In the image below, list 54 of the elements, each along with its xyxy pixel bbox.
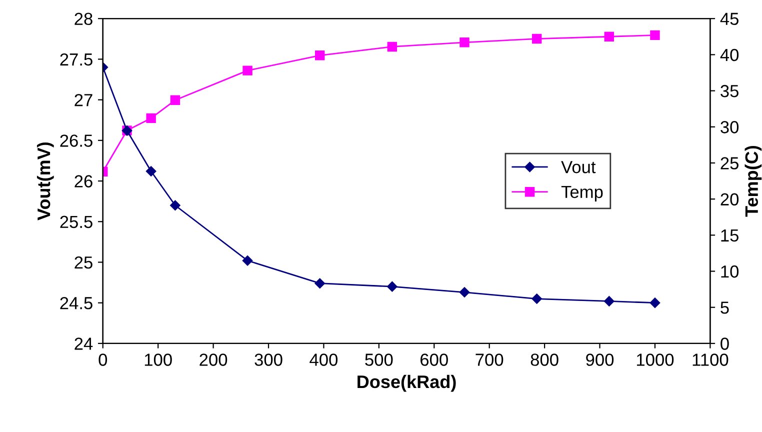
point (460, 38, 470, 48)
y-axis-title: Vout(mV) (36, 142, 54, 220)
point (170, 95, 180, 106)
y-tick-label: 26.5 (60, 134, 92, 147)
point (387, 281, 398, 292)
x-tick-label: 100 (144, 354, 172, 366)
point (146, 166, 156, 176)
point (314, 278, 325, 288)
x-tick-label: 700 (476, 354, 504, 366)
y2-tick-label: 45 (720, 12, 738, 26)
point (170, 200, 180, 210)
x-axis-title: Dose(kRad) (358, 374, 456, 392)
y2-tick-label: 30 (720, 121, 739, 134)
y2-axis-title: Temp(C) (744, 146, 762, 217)
x-tick-label: 400 (310, 354, 338, 366)
y2-tick-label: 20 (720, 193, 739, 206)
y2-tick-label: 35 (720, 84, 738, 98)
x-tick-label: 500 (365, 354, 393, 366)
point (242, 255, 253, 266)
point (242, 66, 252, 76)
point (532, 294, 542, 304)
y-tick-label: 27 (74, 94, 92, 106)
y2-tick-label: 15 (721, 230, 738, 242)
y-tick-label: 27.5 (60, 53, 92, 66)
y-tick-label: 28 (74, 12, 92, 26)
x-tick-label: 800 (530, 354, 558, 366)
legend-label: Vout (561, 161, 596, 174)
point (532, 34, 542, 44)
point (314, 50, 325, 60)
y2-tick-label: 5 (720, 302, 729, 314)
x-tick-label: 900 (586, 354, 614, 366)
x-tick-label: 200 (200, 354, 228, 366)
legend-label: Temp (561, 186, 603, 202)
point (604, 296, 614, 306)
x-tick-label: 300 (254, 354, 282, 366)
point (650, 30, 660, 40)
x-tick-label: 1000 (636, 354, 674, 366)
point (146, 113, 156, 124)
x-tick-label: 0 (98, 354, 108, 366)
y2-tick-label: 10 (721, 265, 739, 278)
point (387, 42, 398, 52)
y-tick-label: 25 (74, 256, 92, 269)
point (604, 32, 614, 42)
point (650, 298, 660, 308)
y2-tick-label: 40 (720, 48, 739, 62)
y-tick-label: 24.5 (60, 297, 92, 310)
y2-tick-label: 25 (720, 157, 738, 170)
point (459, 287, 470, 298)
x-tick-label: 600 (420, 354, 448, 366)
y-tick-label: 26 (74, 175, 92, 188)
y-tick-label: 24 (74, 338, 93, 350)
y-tick-label: 25.5 (60, 216, 92, 228)
x-tick-label: 1100 (692, 354, 728, 366)
y2-tick-label: 0 (720, 338, 729, 350)
